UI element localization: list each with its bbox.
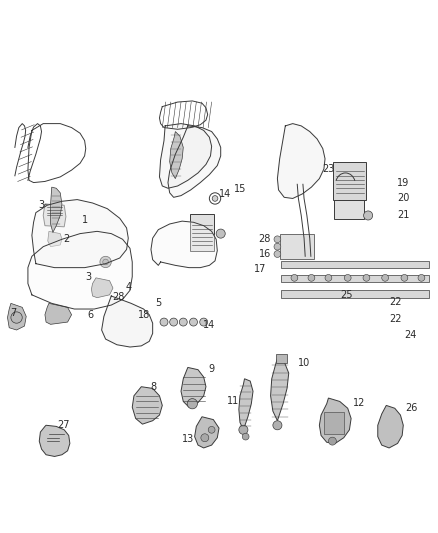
Circle shape: [273, 421, 282, 430]
Polygon shape: [92, 278, 113, 298]
Circle shape: [274, 251, 281, 257]
Text: 25: 25: [340, 290, 353, 300]
Polygon shape: [281, 261, 429, 268]
Polygon shape: [159, 124, 212, 188]
Text: 1: 1: [81, 215, 88, 225]
Circle shape: [274, 236, 281, 243]
Text: 7: 7: [10, 308, 16, 318]
Text: 3: 3: [39, 200, 45, 210]
Text: 12: 12: [353, 398, 365, 408]
Polygon shape: [168, 126, 221, 197]
Polygon shape: [151, 221, 217, 268]
Circle shape: [11, 312, 22, 323]
Circle shape: [200, 318, 208, 326]
Circle shape: [187, 399, 198, 409]
Text: 27: 27: [57, 420, 69, 430]
Polygon shape: [43, 204, 66, 227]
Polygon shape: [277, 124, 325, 198]
Text: 18: 18: [138, 310, 150, 320]
Circle shape: [344, 274, 351, 281]
Polygon shape: [48, 231, 62, 247]
Polygon shape: [102, 296, 153, 347]
Text: 23: 23: [322, 164, 335, 174]
Circle shape: [328, 437, 336, 445]
Circle shape: [160, 318, 168, 326]
Text: 16: 16: [259, 249, 271, 259]
Text: 14: 14: [203, 320, 215, 330]
Text: 28: 28: [259, 235, 271, 244]
Polygon shape: [378, 406, 403, 448]
Text: 22: 22: [389, 313, 402, 324]
Text: 24: 24: [404, 329, 416, 340]
Text: 17: 17: [254, 264, 267, 274]
Polygon shape: [28, 231, 132, 309]
Polygon shape: [132, 387, 162, 424]
Circle shape: [179, 318, 187, 326]
Text: 2: 2: [63, 235, 69, 244]
Text: 22: 22: [389, 297, 402, 306]
Circle shape: [100, 256, 111, 268]
Circle shape: [274, 243, 281, 250]
Polygon shape: [194, 417, 219, 448]
FancyBboxPatch shape: [325, 411, 344, 434]
Circle shape: [201, 434, 209, 442]
Text: 15: 15: [234, 184, 246, 195]
Polygon shape: [45, 303, 71, 325]
Polygon shape: [281, 275, 429, 282]
Text: 21: 21: [397, 211, 410, 221]
Circle shape: [418, 274, 425, 281]
Text: 19: 19: [397, 177, 410, 188]
Circle shape: [291, 274, 298, 281]
Polygon shape: [32, 199, 128, 268]
Text: 13: 13: [182, 434, 194, 445]
Circle shape: [308, 274, 315, 281]
Text: 10: 10: [298, 358, 310, 368]
Circle shape: [208, 426, 215, 433]
Polygon shape: [281, 290, 429, 298]
FancyBboxPatch shape: [276, 354, 287, 364]
Circle shape: [216, 229, 225, 238]
Text: 20: 20: [397, 193, 410, 204]
Circle shape: [401, 274, 408, 281]
Circle shape: [170, 318, 177, 326]
Polygon shape: [39, 425, 70, 456]
Polygon shape: [7, 303, 26, 330]
Circle shape: [382, 274, 389, 281]
Text: 8: 8: [151, 382, 157, 392]
Circle shape: [239, 425, 248, 434]
Text: 14: 14: [219, 189, 231, 199]
Polygon shape: [51, 187, 62, 232]
Circle shape: [363, 274, 370, 281]
Text: 5: 5: [155, 298, 162, 308]
Text: 6: 6: [87, 310, 93, 320]
Polygon shape: [170, 132, 183, 179]
Circle shape: [325, 274, 332, 281]
Circle shape: [190, 318, 198, 326]
Circle shape: [242, 433, 249, 440]
Polygon shape: [319, 398, 351, 443]
Text: 26: 26: [405, 403, 417, 413]
Circle shape: [103, 259, 109, 265]
Polygon shape: [181, 367, 206, 407]
Text: 3: 3: [85, 272, 92, 282]
FancyBboxPatch shape: [333, 162, 367, 199]
FancyBboxPatch shape: [190, 214, 215, 251]
Circle shape: [212, 196, 218, 201]
Text: 9: 9: [208, 364, 215, 374]
Polygon shape: [239, 379, 253, 430]
Polygon shape: [271, 358, 289, 421]
FancyBboxPatch shape: [280, 234, 314, 259]
FancyBboxPatch shape: [334, 200, 364, 220]
Text: 4: 4: [126, 282, 132, 292]
Text: 11: 11: [227, 397, 239, 407]
Circle shape: [364, 211, 373, 220]
Text: 28: 28: [113, 292, 125, 302]
